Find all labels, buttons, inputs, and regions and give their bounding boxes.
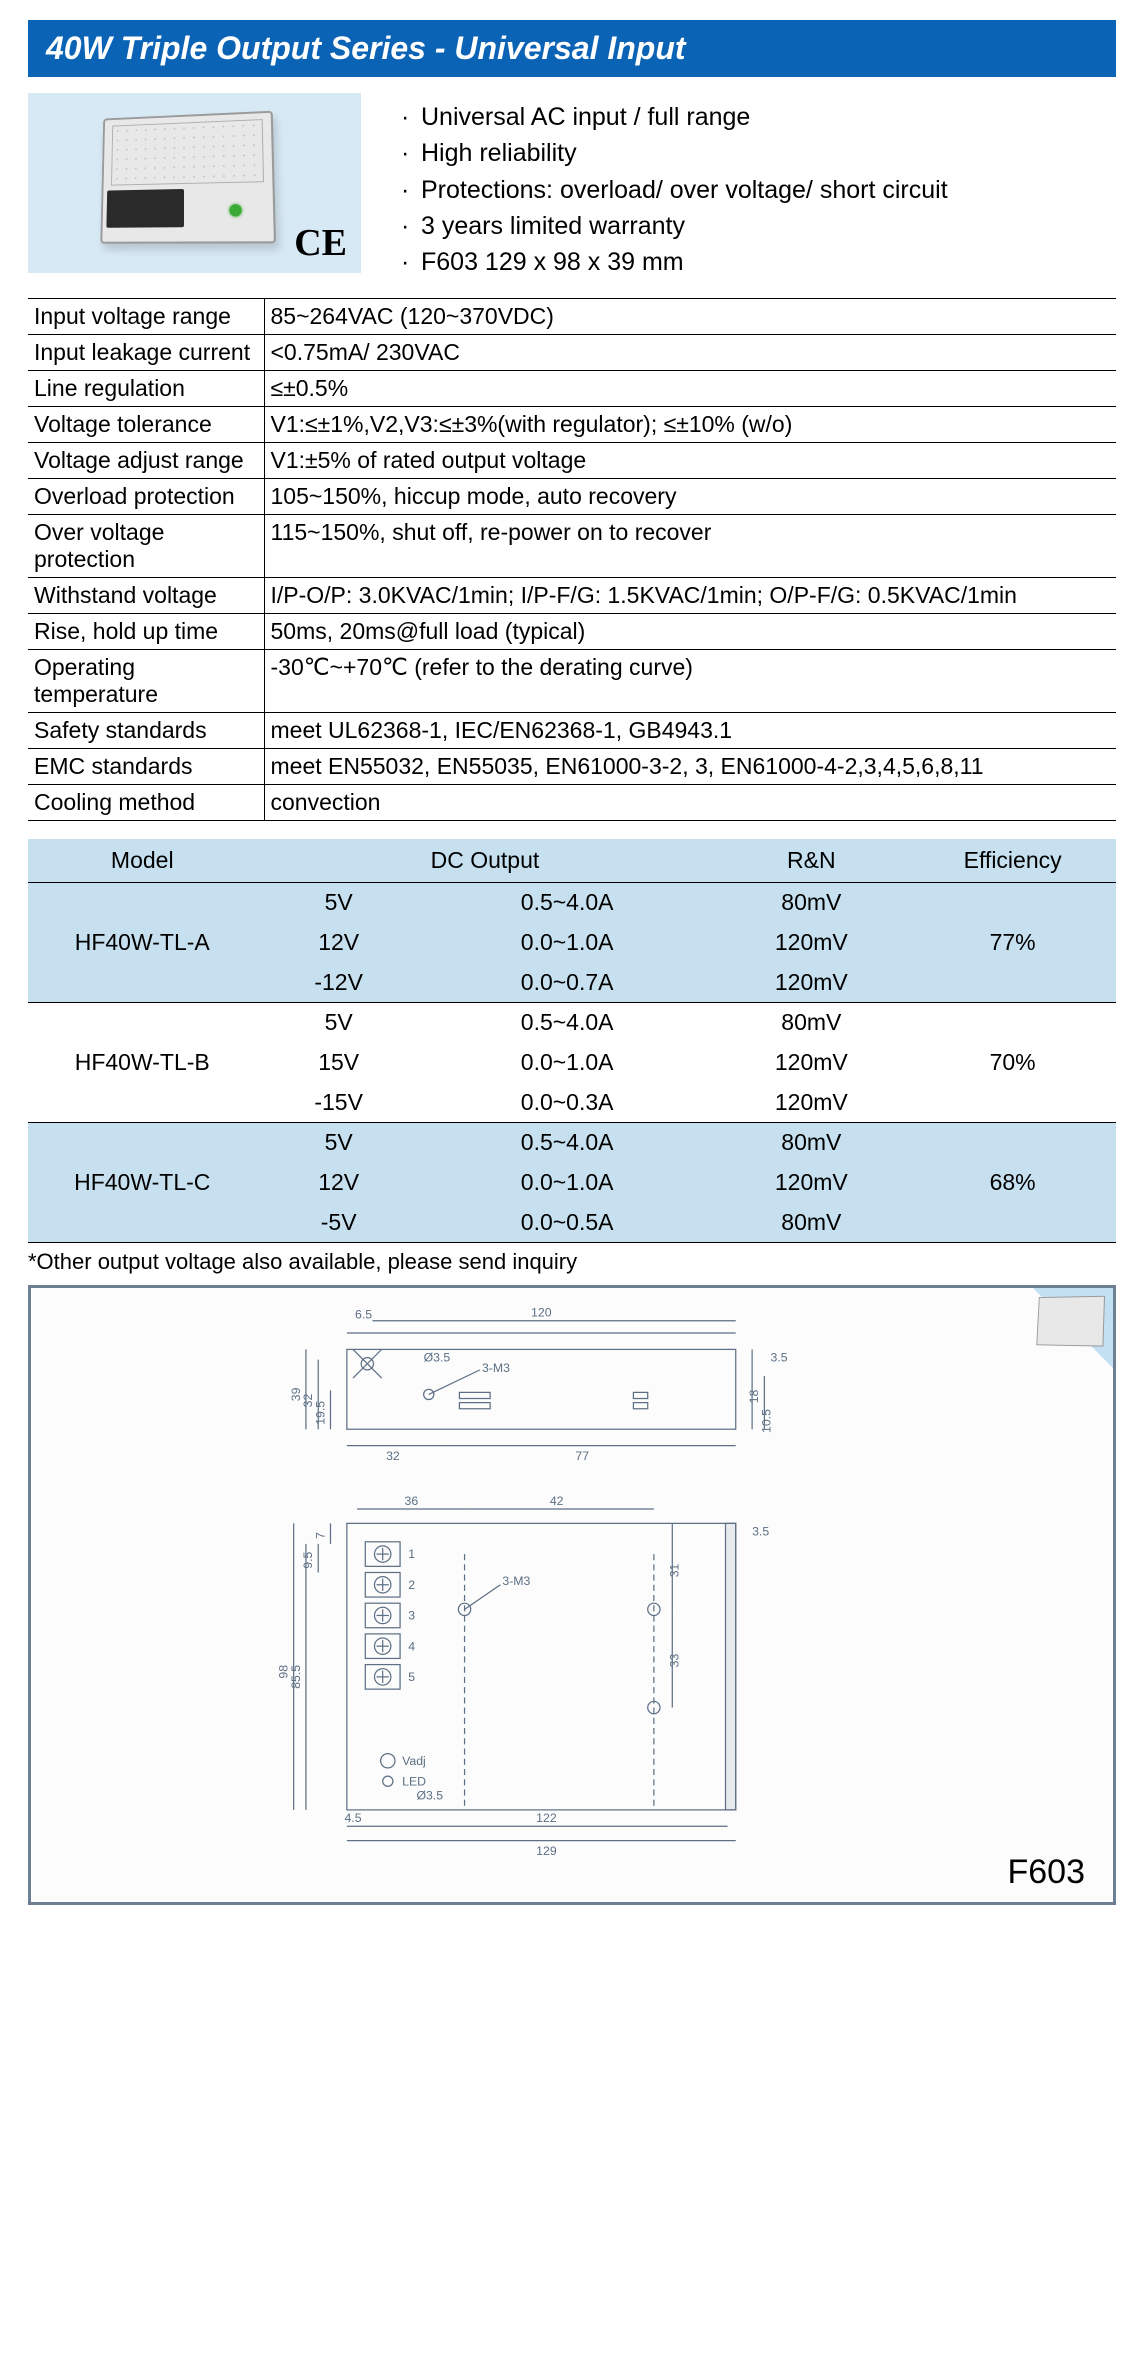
svg-text:4.5: 4.5 — [344, 1811, 361, 1825]
spec-row: Operating temperature-30℃~+70℃ (refer to… — [28, 650, 1116, 713]
svg-text:129: 129 — [536, 1844, 557, 1858]
svg-text:1: 1 — [408, 1547, 415, 1561]
svg-text:Vadj: Vadj — [402, 1754, 426, 1768]
svg-text:Ø3.5: Ø3.5 — [424, 1351, 451, 1365]
svg-text:3.5: 3.5 — [771, 1351, 788, 1365]
bullet-item: ·High reliability — [401, 135, 948, 171]
spec-table: Input voltage range85~264VAC (120~370VDC… — [28, 298, 1116, 821]
svg-text:3-M3: 3-M3 — [482, 1361, 510, 1375]
spec-row: EMC standardsmeet EN55032, EN55035, EN61… — [28, 749, 1116, 785]
drawing-code: F603 — [1008, 1853, 1086, 1892]
bullet-item: ·F603 129 x 98 x 39 mm — [401, 244, 948, 280]
spec-row: Cooling methodconvection — [28, 785, 1116, 821]
bullet-item: ·3 years limited warranty — [401, 208, 948, 244]
bullet-item: ·Protections: overload/ over voltage/ sh… — [401, 172, 948, 208]
svg-text:2: 2 — [408, 1578, 415, 1592]
models-header: R&N — [713, 839, 909, 883]
hero-row: CE ·Universal AC input / full range·High… — [28, 93, 1116, 280]
svg-text:4: 4 — [408, 1640, 415, 1654]
svg-text:7: 7 — [313, 1532, 327, 1539]
models-header: Efficiency — [909, 839, 1116, 883]
svg-text:85.5: 85.5 — [289, 1665, 303, 1689]
svg-text:33: 33 — [667, 1654, 681, 1668]
mechanical-drawing: Ø3.5 3-M3 6.5 120 39 32 19.5 32 77 3.5 1… — [28, 1285, 1116, 1905]
page-title: 40W Triple Output Series - Universal Inp… — [28, 20, 1116, 77]
svg-text:122: 122 — [536, 1811, 557, 1825]
spec-row: Voltage toleranceV1:≤±1%,V2,V3:≤±3%(with… — [28, 407, 1116, 443]
svg-text:LED: LED — [402, 1775, 426, 1789]
svg-text:10.5: 10.5 — [760, 1409, 774, 1433]
svg-text:Ø3.5: Ø3.5 — [416, 1789, 443, 1803]
spec-row: Rise, hold up time50ms, 20ms@full load (… — [28, 614, 1116, 650]
svg-text:32: 32 — [386, 1449, 400, 1463]
svg-text:3-M3: 3-M3 — [502, 1574, 530, 1588]
ce-mark-icon: CE — [294, 221, 347, 265]
models-table: ModelDC OutputR&NEfficiencyHF40W-TL-A5V0… — [28, 839, 1116, 1243]
spec-row: Withstand voltageI/P-O/P: 3.0KVAC/1min; … — [28, 578, 1116, 614]
model-row: HF40W-TL-C5V0.5~4.0A80mV68% — [28, 1123, 1116, 1163]
models-header: Model — [28, 839, 256, 883]
svg-text:3.5: 3.5 — [752, 1525, 769, 1539]
drawing-svg: Ø3.5 3-M3 6.5 120 39 32 19.5 32 77 3.5 1… — [31, 1288, 1113, 1902]
svg-text:9.5: 9.5 — [301, 1552, 315, 1569]
spec-row: Over voltage protection115~150%, shut of… — [28, 515, 1116, 578]
svg-text:42: 42 — [550, 1494, 564, 1508]
footnote: *Other output voltage also available, pl… — [28, 1249, 1116, 1275]
spec-row: Input voltage range85~264VAC (120~370VDC… — [28, 299, 1116, 335]
svg-text:120: 120 — [531, 1306, 552, 1320]
svg-text:31: 31 — [667, 1564, 681, 1578]
svg-text:18: 18 — [747, 1390, 761, 1404]
spec-row: Overload protection105~150%, hiccup mode… — [28, 479, 1116, 515]
spec-row: Safety standardsmeet UL62368-1, IEC/EN62… — [28, 713, 1116, 749]
svg-text:5: 5 — [408, 1670, 415, 1684]
svg-text:6.5: 6.5 — [355, 1308, 372, 1322]
models-header: DC Output — [256, 839, 713, 883]
svg-text:19.5: 19.5 — [313, 1401, 327, 1425]
svg-text:36: 36 — [405, 1494, 419, 1508]
feature-bullets: ·Universal AC input / full range·High re… — [401, 93, 948, 280]
spec-row: Input leakage current<0.75mA/ 230VAC — [28, 335, 1116, 371]
model-row: HF40W-TL-A5V0.5~4.0A80mV77% — [28, 883, 1116, 923]
spec-row: Voltage adjust rangeV1:±5% of rated outp… — [28, 443, 1116, 479]
svg-text:3: 3 — [408, 1609, 415, 1623]
bullet-item: ·Universal AC input / full range — [401, 99, 948, 135]
product-image: CE — [28, 93, 361, 273]
spec-row: Line regulation≤±0.5% — [28, 371, 1116, 407]
svg-text:77: 77 — [575, 1449, 589, 1463]
model-row: HF40W-TL-B5V0.5~4.0A80mV70% — [28, 1003, 1116, 1043]
